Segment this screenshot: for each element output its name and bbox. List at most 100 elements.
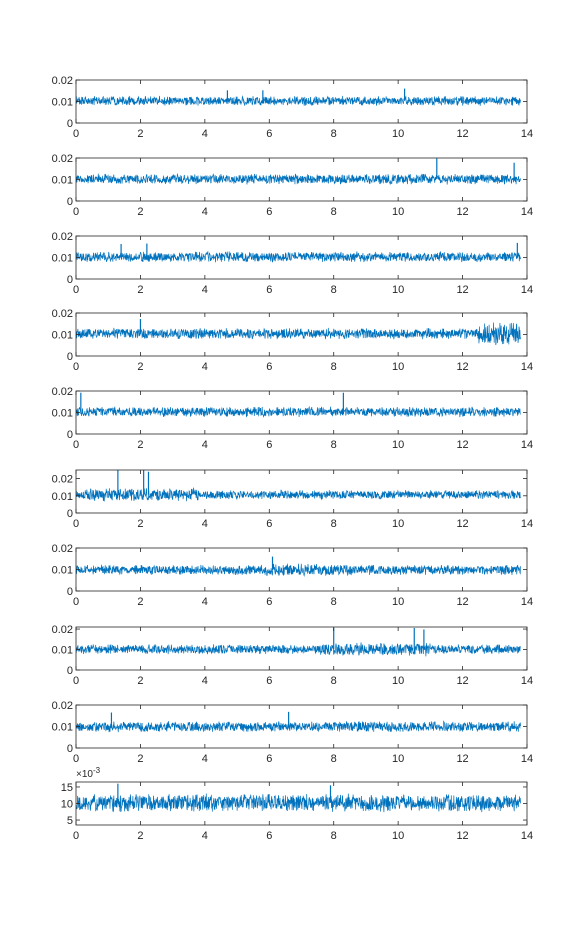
y-tick-label: 0.02 — [52, 386, 73, 398]
y-tick-label: 0 — [67, 274, 73, 286]
y-tick-label: 0.02 — [52, 308, 73, 320]
subplot-2: 0 2 4 6 8 10 12 14 0 0.01 0.02 — [52, 153, 534, 218]
x-tick-label: 4 — [202, 830, 208, 842]
x-tick-label: 6 — [266, 675, 272, 687]
x-tick-label: 10 — [392, 518, 404, 530]
y-tick-label: 0 — [67, 743, 73, 755]
x-tick-label: 4 — [202, 284, 208, 296]
x-tick-label: 8 — [331, 596, 337, 608]
y-tick-label: 0 — [67, 118, 73, 130]
x-tick-label: 6 — [266, 830, 272, 842]
series-line — [76, 793, 521, 813]
x-tick-label: 0 — [73, 206, 79, 218]
x-tick-label: 4 — [202, 518, 208, 530]
series-line — [76, 720, 521, 733]
x-tick-label: 10 — [392, 596, 404, 608]
y-tick-label: 0 — [67, 351, 73, 363]
y-tick-label: 0.02 — [52, 474, 73, 486]
x-tick-label: 10 — [392, 439, 404, 451]
x-tick-label: 2 — [137, 518, 143, 530]
x-tick-label: 10 — [392, 361, 404, 373]
subplot-4: 0 2 4 6 8 10 12 14 0 0.01 0.02 — [52, 308, 534, 373]
x-tick-label: 12 — [456, 128, 468, 140]
y-tick-label: 0.01 — [52, 722, 73, 734]
series-line — [76, 173, 521, 185]
x-tick-label: 2 — [137, 284, 143, 296]
y-tick-label: 15 — [61, 782, 73, 794]
x-tick-label: 12 — [456, 439, 468, 451]
x-tick-label: 0 — [73, 439, 79, 451]
y-tick-label: 0.02 — [52, 153, 73, 165]
x-tick-label: 10 — [392, 675, 404, 687]
subplot-9: 0 2 4 6 8 10 12 14 0 0.01 0.02 — [52, 700, 534, 765]
x-tick-label: 0 — [73, 596, 79, 608]
y-tick-label: 0.02 — [52, 700, 73, 712]
series-line — [76, 563, 521, 578]
x-tick-label: 12 — [456, 206, 468, 218]
x-tick-label: 6 — [266, 596, 272, 608]
x-tick-label: 6 — [266, 361, 272, 373]
x-tick-label: 4 — [202, 596, 208, 608]
subplot-3: 0 2 4 6 8 10 12 14 0 0.01 0.02 — [52, 231, 534, 296]
x-tick-label: 14 — [521, 518, 533, 530]
x-tick-label: 6 — [266, 753, 272, 765]
x-tick-label: 10 — [392, 128, 404, 140]
x-tick-label: 4 — [202, 361, 208, 373]
x-tick-label: 14 — [521, 439, 533, 451]
x-tick-label: 4 — [202, 439, 208, 451]
series-line — [76, 642, 521, 657]
series-line — [76, 487, 521, 502]
x-tick-label: 12 — [456, 518, 468, 530]
x-tick-label: 10 — [392, 284, 404, 296]
x-tick-label: 8 — [331, 206, 337, 218]
x-tick-label: 14 — [521, 753, 533, 765]
x-tick-label: 8 — [331, 830, 337, 842]
x-tick-label: 8 — [331, 128, 337, 140]
y-tick-label: 0 — [67, 429, 73, 441]
y-tick-label: 0.01 — [52, 330, 73, 342]
x-tick-label: 12 — [456, 284, 468, 296]
x-tick-label: 0 — [73, 830, 79, 842]
x-tick-label: 10 — [392, 206, 404, 218]
x-tick-label: 4 — [202, 206, 208, 218]
x-tick-label: 0 — [73, 128, 79, 140]
axes-box — [75, 469, 528, 514]
y-exponent-base: ×10 — [76, 769, 93, 780]
x-tick-label: 10 — [392, 830, 404, 842]
x-tick-label: 4 — [202, 128, 208, 140]
x-tick-label: 14 — [521, 284, 533, 296]
x-tick-label: 12 — [456, 675, 468, 687]
x-tick-label: 14 — [521, 128, 533, 140]
x-tick-label: 2 — [137, 361, 143, 373]
x-tick-label: 8 — [331, 361, 337, 373]
series-line — [76, 405, 521, 418]
y-tick-label: 0 — [67, 196, 73, 208]
y-tick-label: 0.02 — [52, 624, 73, 636]
x-tick-label: 6 — [266, 518, 272, 530]
x-tick-label: 12 — [456, 596, 468, 608]
x-tick-label: 0 — [73, 518, 79, 530]
series-line — [76, 250, 521, 263]
x-tick-label: 2 — [137, 596, 143, 608]
x-tick-label: 14 — [521, 596, 533, 608]
x-tick-label: 14 — [521, 206, 533, 218]
y-tick-label: 0.01 — [52, 408, 73, 420]
x-tick-label: 8 — [331, 518, 337, 530]
x-tick-label: 14 — [521, 361, 533, 373]
x-tick-label: 12 — [456, 361, 468, 373]
x-tick-label: 12 — [456, 753, 468, 765]
y-tick-label: 0.01 — [52, 645, 73, 657]
x-tick-label: 2 — [137, 206, 143, 218]
subplot-6: 0 2 4 6 8 10 12 14 0 0.01 0.02 — [52, 469, 533, 530]
series-line — [76, 322, 521, 346]
x-tick-label: 8 — [331, 439, 337, 451]
x-tick-label: 6 — [266, 284, 272, 296]
y-tick-label: 5 — [67, 815, 73, 827]
subplot-7: 0 2 4 6 8 10 12 14 0 0.01 0.02 — [52, 543, 534, 608]
y-exponent-label: ×10-3 — [76, 766, 101, 780]
x-tick-label: 8 — [331, 753, 337, 765]
x-tick-label: 8 — [331, 675, 337, 687]
x-tick-label: 6 — [266, 128, 272, 140]
x-tick-label: 14 — [521, 675, 533, 687]
x-tick-label: 0 — [73, 753, 79, 765]
